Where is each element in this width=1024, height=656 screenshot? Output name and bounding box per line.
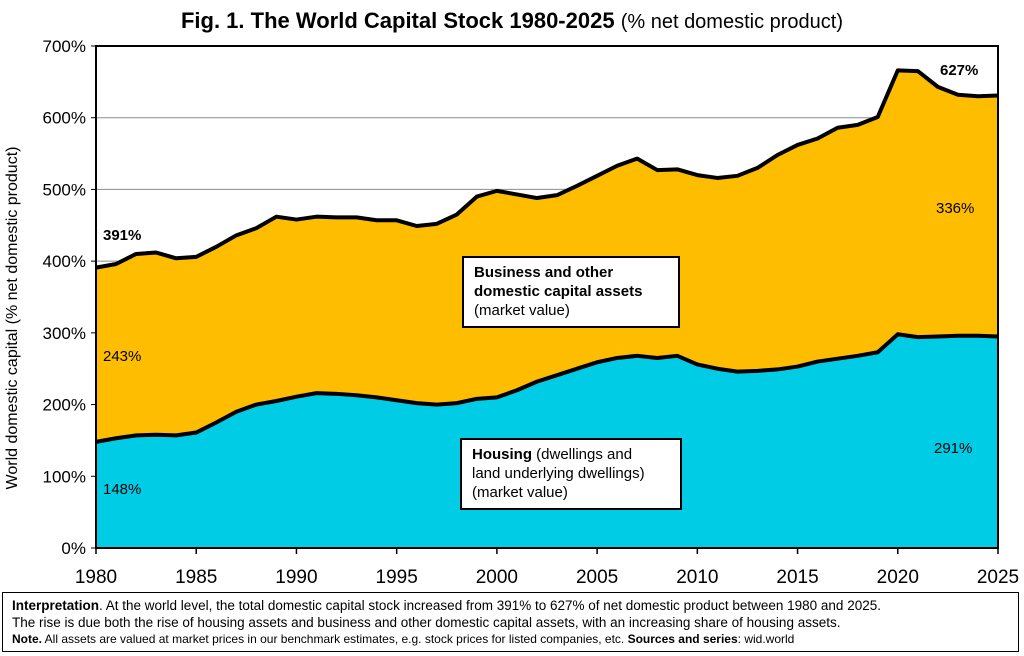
note-text: All assets are valued at market prices i… [42,632,628,646]
business-series-label: Business and other domestic capital asse… [462,256,680,328]
x-tick-label: 2010 [676,567,718,588]
housing-label-bold: Housing [472,446,532,463]
y-tick-label: 100% [43,467,86,486]
x-tick-label: 1990 [275,567,317,588]
x-tick-label: 2000 [476,567,518,588]
data-label-housing-2025: 291% [934,440,973,457]
y-tick-label: 600% [43,109,86,128]
sources-text: : wid.world [737,632,795,646]
y-tick-label: 200% [43,396,86,415]
data-label-business-1980: 243% [103,348,142,365]
chart-title: Fig. 1. The World Capital Stock 1980-202… [0,8,1024,34]
x-tick-label: 2005 [576,567,618,588]
line-total [95,68,999,270]
business-label-line2: domestic capital assets [474,283,643,300]
line-housing [95,332,999,444]
chart-title-main: Fig. 1. The World Capital Stock 1980-202… [180,8,615,33]
interpretation-text: . At the world level, the total domestic… [99,598,881,613]
sources-label: Sources and series [627,632,738,646]
x-tick-label: 1980 [75,567,117,588]
x-tick-label: 2025 [977,567,1019,588]
data-label-total-2025: 627% [940,62,979,79]
y-tick-label: 700% [43,37,86,56]
housing-label-rest1: (dwellings and [532,446,633,463]
business-label-line3: (market value) [474,302,570,319]
data-label-total-1980: 391% [103,227,142,244]
x-tick-label: 1995 [376,567,418,588]
y-tick-label: 400% [43,252,86,271]
y-tick-label: 0% [61,539,86,558]
housing-label-line3: (market value) [472,484,568,501]
note-label: Note. [12,632,42,646]
chart-subtitle: (% net domestic product) [620,11,844,33]
interpretation-label: Interpretation [12,598,100,613]
housing-series-label: Housing (dwellings and land underlying d… [460,438,682,510]
x-tick-label: 1985 [175,567,217,588]
plot-frame [95,45,999,549]
interpretation-note: Interpretation. At the world level, the … [2,592,1019,652]
line-layer [95,68,999,444]
data-label-housing-1980: 148% [103,481,142,498]
x-tick-label: 2015 [776,567,818,588]
housing-label-line2: land underlying dwellings) [472,465,645,482]
interpretation-line2: The rise is due both the rise of housing… [12,615,841,630]
y-tick-label: 300% [43,324,86,343]
business-label-line1: Business and other [474,264,614,281]
data-label-business-2025: 336% [936,200,975,217]
x-tick-label: 2020 [877,567,919,588]
y-axis-label: World domestic capital (% net domestic p… [4,147,21,490]
y-tick-label: 500% [43,180,86,199]
axes: 0% 100% 200% 300% 400% 500% 600% 700% 1980 1985 19… [43,37,1020,588]
